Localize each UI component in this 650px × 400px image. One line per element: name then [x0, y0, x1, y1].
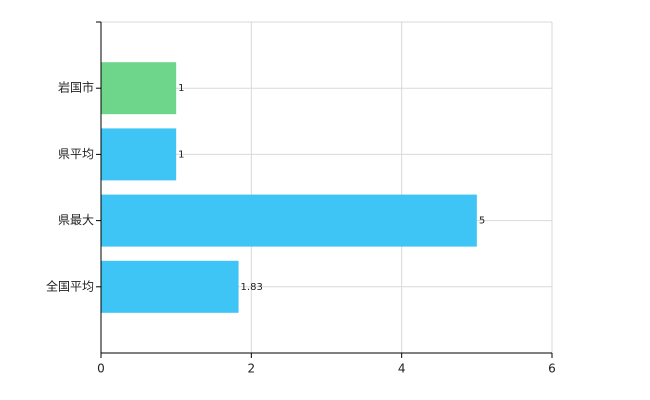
bar: [101, 62, 177, 115]
bar: [101, 194, 477, 247]
value-label: 1: [178, 83, 184, 94]
y-tick-label: 県平均: [58, 147, 94, 161]
x-tick-label: 2: [248, 362, 256, 376]
y-tick-label: 県最大: [58, 213, 94, 227]
x-tick-label: 4: [398, 362, 406, 376]
x-tick-label: 6: [548, 362, 556, 376]
value-label: 5: [479, 216, 485, 227]
value-label: 1: [178, 149, 184, 160]
x-tick-label: 0: [97, 362, 105, 376]
bar: [101, 260, 239, 313]
bar: [101, 128, 177, 181]
value-label: 1.83: [241, 282, 263, 293]
y-tick-label: 全国平均: [46, 278, 94, 293]
y-tick-label: 岩国市: [58, 80, 94, 95]
